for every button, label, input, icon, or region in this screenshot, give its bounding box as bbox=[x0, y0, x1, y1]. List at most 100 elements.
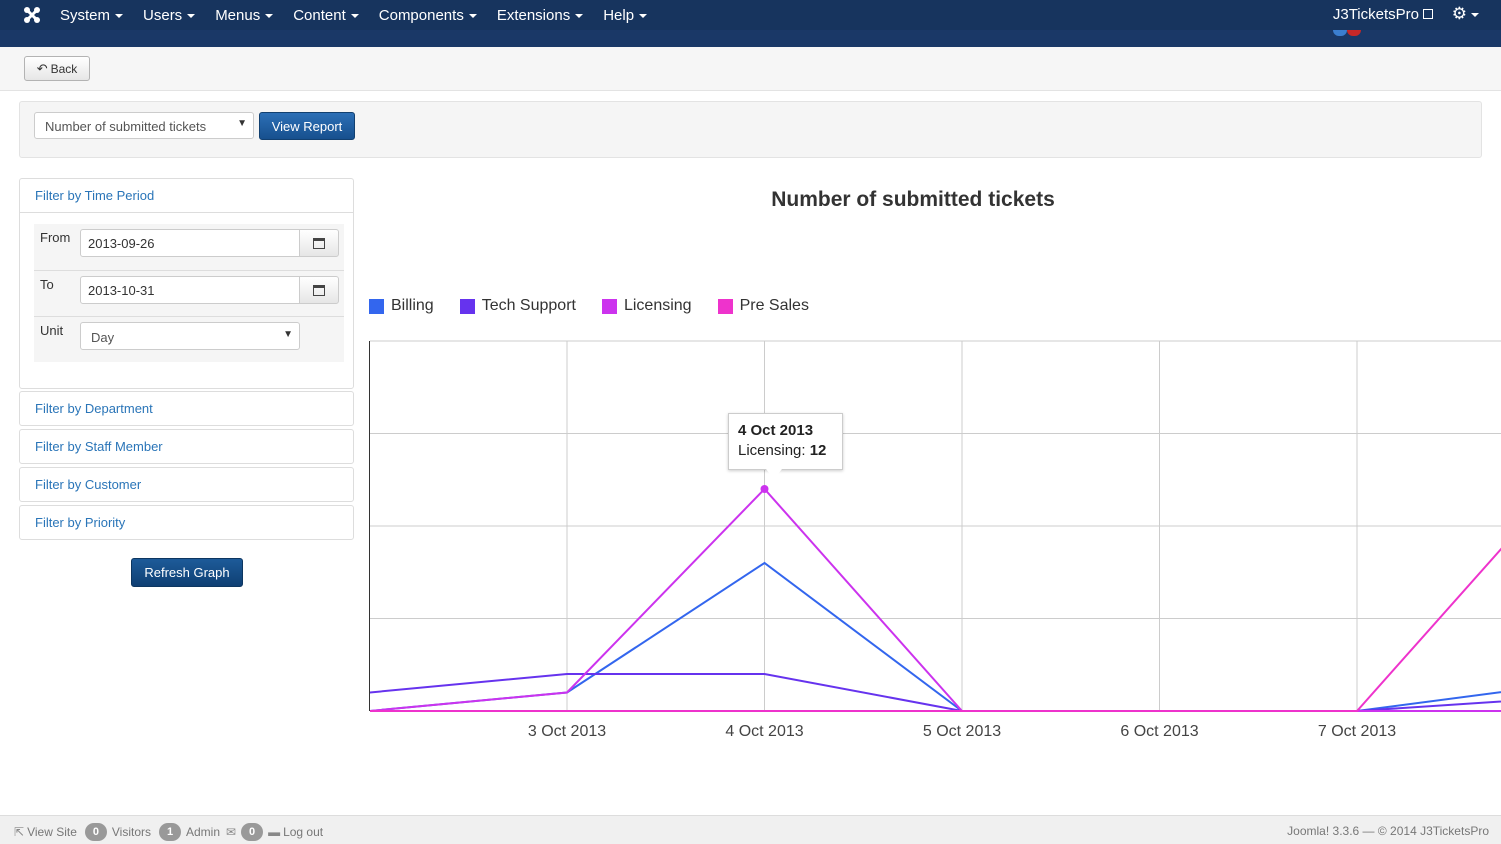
menu-help-label: Help bbox=[603, 6, 635, 24]
menu-content-label: Content bbox=[293, 6, 346, 24]
unit-select[interactable]: Day ▼ bbox=[80, 322, 300, 350]
footer-left: ⇱ View Site 0 Visitors 1 Admin ✉ 0 ▬ Log out bbox=[14, 823, 323, 841]
menu-components[interactable]: Components bbox=[379, 7, 477, 24]
from-date-input[interactable]: 2013-09-26 bbox=[80, 229, 300, 257]
chevron-down-icon bbox=[350, 13, 359, 18]
view-site-link[interactable]: View Site bbox=[27, 825, 77, 839]
site-link[interactable]: J3TicketsPro bbox=[1333, 6, 1433, 23]
highlight-point bbox=[760, 485, 769, 493]
tooltip-series: Licensing: bbox=[738, 442, 806, 459]
x-tick-label: 7 Oct 2013 bbox=[1318, 723, 1396, 740]
joomla-logo-icon[interactable] bbox=[22, 5, 42, 25]
view-report-button[interactable]: View Report bbox=[259, 112, 355, 140]
chevron-down-icon bbox=[115, 13, 124, 18]
menu-users[interactable]: Users bbox=[143, 6, 196, 24]
back-label: Back bbox=[50, 61, 78, 76]
filter-department-header[interactable]: Filter by Department bbox=[35, 401, 153, 416]
messages-count-badge: 0 bbox=[241, 823, 264, 841]
menu-help[interactable]: Help bbox=[603, 6, 648, 24]
top-navbar: System Users Menus Content Components Ex… bbox=[0, 0, 1501, 30]
x-tick-label: 4 Oct 2013 bbox=[725, 723, 803, 740]
main-menu: System Users Menus Content Components Ex… bbox=[60, 0, 667, 30]
gear-icon: ⚙ bbox=[1451, 4, 1467, 23]
flag-icon-2 bbox=[1347, 30, 1361, 36]
legend-swatch-pre-sales bbox=[717, 298, 733, 314]
menu-system[interactable]: System bbox=[60, 6, 124, 24]
back-arrow-icon: ↶ bbox=[36, 60, 48, 76]
menu-content[interactable]: Content bbox=[293, 7, 359, 24]
report-select-value: Number of submitted tickets bbox=[45, 119, 207, 134]
menu-extensions[interactable]: Extensions bbox=[496, 6, 584, 24]
filter-customer-header[interactable]: Filter by Customer bbox=[35, 477, 142, 492]
filter-staff-panel: Filter by Staff Member bbox=[19, 429, 354, 464]
series-line-billing bbox=[370, 561, 1501, 712]
chevron-down-icon bbox=[265, 13, 274, 18]
legend-swatch-tech-support bbox=[459, 298, 475, 314]
legend-item-billing[interactable]: Billing bbox=[369, 297, 434, 315]
minus-icon: ▬ bbox=[268, 825, 281, 839]
series-line-licensing bbox=[370, 487, 1501, 712]
legend-item-licensing[interactable]: Licensing bbox=[601, 297, 692, 315]
admin-count-badge: 1 bbox=[159, 823, 181, 841]
visitors-label[interactable]: Visitors bbox=[111, 825, 151, 839]
chart-title: Number of submitted tickets bbox=[771, 188, 1055, 211]
envelope-icon[interactable]: ✉ bbox=[226, 825, 237, 839]
time-filter-table: From 2013-09-26 To 2013-10-31 Unit Day ▼ bbox=[34, 224, 344, 362]
legend-label-tech-support: Tech Support bbox=[481, 297, 576, 314]
series-line-pre-sales bbox=[370, 547, 1501, 712]
filter-staff-header[interactable]: Filter by Staff Member bbox=[35, 439, 163, 454]
site-name: J3TicketsPro bbox=[1332, 6, 1419, 23]
calendar-icon bbox=[313, 237, 325, 249]
admin-label[interactable]: Admin bbox=[186, 825, 221, 839]
legend-label-licensing: Licensing bbox=[623, 297, 692, 314]
menu-extensions-label: Extensions bbox=[496, 6, 571, 24]
chevron-down-icon bbox=[575, 13, 584, 18]
external-link-icon bbox=[1423, 9, 1433, 20]
legend-label-billing: Billing bbox=[391, 297, 434, 314]
tooltip-arrow bbox=[766, 469, 782, 479]
menu-users-label: Users bbox=[143, 6, 183, 24]
to-date-input[interactable]: 2013-10-31 bbox=[80, 276, 300, 304]
filter-priority-header[interactable]: Filter by Priority bbox=[35, 515, 126, 530]
filter-time-period-header[interactable]: Filter by Time Period bbox=[20, 179, 353, 213]
header-banner bbox=[0, 30, 1501, 47]
filter-department-panel: Filter by Department bbox=[19, 391, 354, 426]
x-tick-label: 3 Oct 2013 bbox=[528, 723, 606, 740]
to-calendar-button[interactable] bbox=[299, 276, 339, 304]
calendar-icon bbox=[313, 284, 325, 296]
legend-swatch-licensing bbox=[601, 298, 617, 314]
x-tick-label: 6 Oct 2013 bbox=[1120, 723, 1198, 740]
refresh-graph-button[interactable]: Refresh Graph bbox=[131, 558, 243, 587]
unit-select-value: Day bbox=[91, 330, 115, 345]
menu-system-label: System bbox=[60, 6, 111, 24]
filter-customer-panel: Filter by Customer bbox=[19, 467, 354, 502]
legend-item-pre-sales[interactable]: Pre Sales bbox=[717, 297, 809, 315]
unit-label: Unit bbox=[40, 323, 64, 338]
footer-version: Joomla! 3.3.6 — © 2014 J3TicketsPro bbox=[1287, 824, 1489, 838]
logout-link[interactable]: Log out bbox=[283, 825, 324, 839]
share-icon: ⇱ bbox=[14, 825, 25, 839]
report-bar: Number of submitted tickets ▼ View Report bbox=[19, 101, 1482, 158]
flag-icon bbox=[1333, 30, 1347, 36]
menu-menus[interactable]: Menus bbox=[215, 6, 274, 24]
chevron-down-icon bbox=[639, 13, 648, 18]
from-label: From bbox=[40, 230, 71, 245]
report-select[interactable]: Number of submitted tickets ▼ bbox=[34, 112, 254, 139]
filter-time-period-panel: Filter by Time Period From 2013-09-26 To… bbox=[19, 178, 354, 389]
legend-item-tech-support[interactable]: Tech Support bbox=[459, 297, 576, 315]
menu-menus-label: Menus bbox=[215, 6, 261, 24]
tooltip-line: Licensing: 12 bbox=[738, 442, 833, 459]
chart-legend: Billing Tech Support Licensing Pre Sales bbox=[369, 297, 835, 315]
settings-menu[interactable]: ⚙ bbox=[1452, 4, 1479, 24]
to-row: To 2013-10-31 bbox=[34, 270, 344, 316]
legend-label-pre-sales: Pre Sales bbox=[739, 297, 809, 314]
visitors-count-badge: 0 bbox=[84, 823, 107, 841]
tooltip-value: 12 bbox=[809, 442, 827, 459]
status-footer: ⇱ View Site 0 Visitors 1 Admin ✉ 0 ▬ Log out … bbox=[0, 815, 1501, 844]
from-calendar-button[interactable] bbox=[299, 229, 339, 257]
chevron-down-icon bbox=[468, 13, 477, 18]
chevron-down-icon bbox=[187, 13, 196, 18]
from-row: From 2013-09-26 bbox=[34, 224, 344, 270]
back-button[interactable]: ↶ Back bbox=[24, 56, 90, 81]
toolbar: ↶ Back bbox=[0, 47, 1501, 91]
